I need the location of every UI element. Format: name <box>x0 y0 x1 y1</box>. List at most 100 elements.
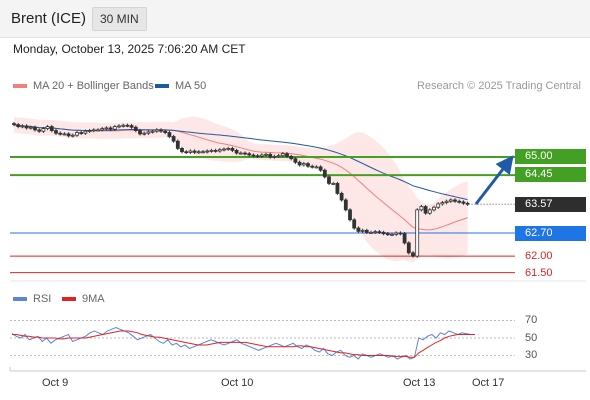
candle <box>457 199 462 204</box>
candle <box>327 175 331 186</box>
candle-body-up <box>276 155 281 158</box>
header-bar: Brent (ICE) 30 MIN <box>0 0 590 38</box>
candle-body-down <box>247 153 252 156</box>
ma9-swatch <box>62 297 76 301</box>
candle-body-down <box>33 126 37 131</box>
ma9-label: 9MA <box>82 293 105 305</box>
candle-body-down <box>402 233 407 244</box>
candle <box>222 147 226 152</box>
candle <box>196 150 201 155</box>
candle <box>234 148 239 155</box>
candle-body-down <box>16 124 21 128</box>
candle <box>411 251 415 258</box>
candle <box>390 232 394 236</box>
candle <box>348 208 352 222</box>
candle-body-down <box>364 229 369 233</box>
candle <box>272 154 277 159</box>
candle-body-down <box>356 227 361 232</box>
candle <box>226 146 231 151</box>
candle <box>419 204 424 212</box>
candle-body-down <box>49 126 54 131</box>
x-tick-oct-9: Oct 9 <box>42 377 69 389</box>
candle-body-down <box>322 169 327 178</box>
candle <box>230 146 235 153</box>
candle <box>188 149 193 155</box>
candle <box>138 128 142 136</box>
candle-body-down <box>12 123 16 126</box>
candle-body-up <box>75 132 79 136</box>
rsi-label: RSI <box>33 293 52 305</box>
x-tick-oct-17: Oct 17 <box>472 377 505 389</box>
candle <box>301 161 306 167</box>
candle <box>163 129 168 135</box>
candle-body-down <box>453 199 457 202</box>
candle-body-up <box>331 183 336 185</box>
candle-body-up <box>146 131 151 134</box>
candle-body-down <box>306 163 310 167</box>
candle-body-up <box>217 149 222 152</box>
candle-body-down <box>213 149 218 152</box>
candle-body-down <box>138 130 142 135</box>
candle <box>465 201 470 206</box>
level-label-62-70: 62.70 <box>515 226 586 241</box>
candle-body-down <box>24 125 29 129</box>
candle-body-up <box>70 134 75 137</box>
candle-body-up <box>373 231 378 234</box>
candle <box>142 131 147 136</box>
candle-body-down <box>167 132 172 137</box>
candle <box>364 228 369 234</box>
candle <box>87 128 92 133</box>
candle <box>444 199 449 205</box>
candle <box>58 131 63 136</box>
candle-body-down <box>159 129 163 132</box>
candle-body-down <box>348 209 352 221</box>
timeframe-button[interactable]: 30 MIN <box>92 7 147 31</box>
candle <box>213 148 218 153</box>
candle <box>251 153 256 158</box>
candle-body-up <box>209 149 214 152</box>
candle-body-up <box>415 209 420 257</box>
candle-body-down <box>385 233 390 236</box>
candle-body-down <box>108 127 113 130</box>
candle-body-up <box>394 232 399 235</box>
candle-body-down <box>125 124 130 127</box>
candle <box>352 218 357 230</box>
candle-body-down <box>297 161 302 166</box>
candle-body-up <box>196 151 201 154</box>
candle <box>297 160 302 167</box>
candle <box>180 146 184 154</box>
candle-body-down <box>343 199 348 211</box>
candle <box>356 226 361 233</box>
candle-body-down <box>406 242 411 254</box>
candle-body-down <box>133 126 138 131</box>
candle-body-up <box>121 124 126 127</box>
candle <box>243 151 247 156</box>
candle-body-down <box>289 155 294 160</box>
candle <box>49 124 54 133</box>
candle <box>360 228 365 233</box>
candle <box>159 128 163 133</box>
candle <box>91 128 96 133</box>
candle-body-up <box>360 229 365 232</box>
candle <box>192 149 197 155</box>
candle-body-down <box>461 201 466 204</box>
candle-body-down <box>66 133 71 137</box>
candle-body-up <box>427 209 432 214</box>
candle <box>285 152 289 158</box>
candle-body-up <box>28 126 33 129</box>
candle-body-down <box>465 202 470 205</box>
candle-body-up <box>448 199 453 202</box>
candle-body-up <box>87 130 92 132</box>
candle <box>175 139 180 151</box>
candle-body-down <box>171 136 176 142</box>
candle <box>66 132 71 138</box>
candle-body-down <box>293 158 298 163</box>
candle-body-up <box>419 206 424 211</box>
candle <box>436 202 441 209</box>
candle <box>398 231 403 236</box>
candle <box>184 150 189 155</box>
candle-body-up <box>20 125 25 128</box>
bollinger-band <box>14 116 468 263</box>
candle <box>100 126 105 132</box>
